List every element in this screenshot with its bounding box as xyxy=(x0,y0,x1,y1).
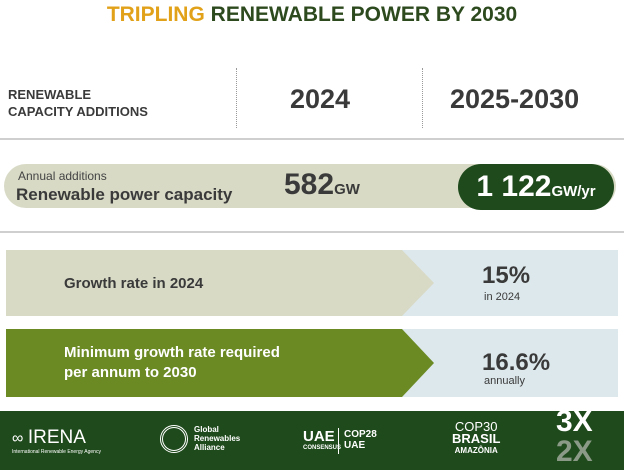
column-2024: 2024 xyxy=(290,84,351,114)
capacity-2024: 582GW xyxy=(284,168,360,201)
irena-logo: ∞ IRENA International Renewable Energy A… xyxy=(12,427,101,455)
divider xyxy=(236,68,237,128)
divider xyxy=(0,138,624,140)
divider xyxy=(422,68,423,128)
cop30-logo: COP30 BRASIL AMAZÔNIA xyxy=(452,419,501,455)
growth-row-2024: Growth rate in 2024 15% in 2024 xyxy=(6,250,618,316)
irena-icon: ∞ xyxy=(12,430,24,447)
divider xyxy=(0,231,624,233)
column-2025-2030: 2025-2030 xyxy=(450,84,580,114)
circle-icon xyxy=(160,425,188,453)
header-label: RENEWABLE CAPACITY ADDITIONS xyxy=(8,87,148,119)
capacity-future: 1 122GW/yr xyxy=(458,164,614,210)
footer: ∞ IRENA International Renewable Energy A… xyxy=(0,407,624,470)
growth-row-required: Minimum growth rate required per annum to… xyxy=(6,329,618,397)
cop28-logo: COP28 UAE xyxy=(344,429,377,451)
gra-logo: Global Renewables Alliance xyxy=(160,425,240,453)
uae-consensus-logo: UAE CONSENSUS xyxy=(303,428,342,451)
divider xyxy=(338,428,339,454)
3x-2x-badge: 3X 2X xyxy=(556,405,593,468)
page-title: TRIPLING RENEWABLE POWER BY 2030 xyxy=(106,3,518,26)
